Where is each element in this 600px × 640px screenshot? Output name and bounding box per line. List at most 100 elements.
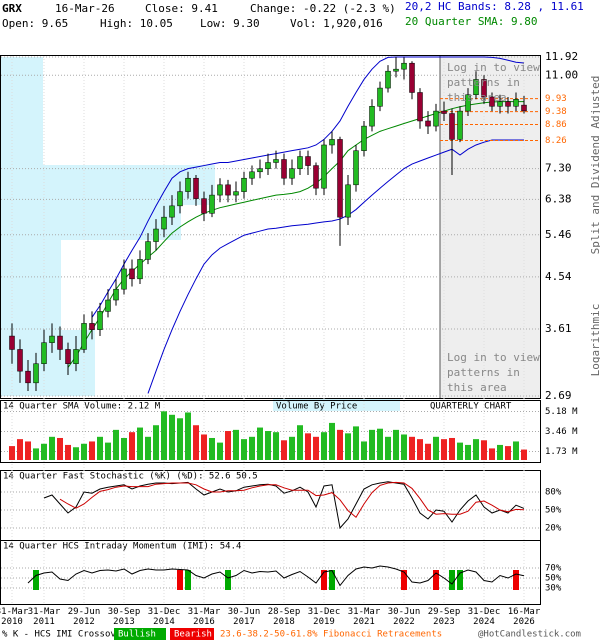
legend-label: Bearish xyxy=(174,630,212,640)
candle-body xyxy=(353,150,359,186)
candle-body xyxy=(89,323,95,330)
indicator-line xyxy=(27,565,525,587)
volume-bar xyxy=(345,433,351,460)
indicator-line xyxy=(43,481,525,530)
volume-bar xyxy=(265,431,271,460)
volume-bar xyxy=(33,448,39,460)
candle-body xyxy=(281,159,287,179)
candle-body xyxy=(81,323,87,350)
crossover-signal xyxy=(33,570,39,590)
footer-text: 23.6-38.2-50-61.8% Fibonacci Retracement… xyxy=(220,630,442,640)
footer-text: @HotCandlestick.com xyxy=(478,630,581,640)
volume-bar xyxy=(505,446,511,460)
candle-body xyxy=(345,184,351,218)
volume-bar xyxy=(409,436,415,460)
panel-title: 14 Quarter Fast Stochastic (%K) (%D): 52… xyxy=(3,472,258,482)
volume-bar xyxy=(401,434,407,460)
volume-bar xyxy=(321,432,327,460)
candle-body xyxy=(145,241,151,260)
legend-swatch xyxy=(170,628,214,640)
volume-bar xyxy=(425,443,431,460)
candle-body xyxy=(193,177,199,199)
candle-body xyxy=(361,125,367,151)
candle-body xyxy=(25,370,31,384)
volume-bar xyxy=(281,440,287,460)
volume-bar xyxy=(65,444,71,460)
volume-bar xyxy=(337,429,343,460)
candle-body xyxy=(441,110,447,114)
y-tick-label: 7.30 xyxy=(545,162,572,175)
candle-body xyxy=(521,104,527,112)
candle-body xyxy=(465,94,471,112)
volume-bar xyxy=(393,429,399,460)
crossover-signal xyxy=(225,570,231,590)
candle-body xyxy=(297,156,303,169)
y-tick-label: 4.54 xyxy=(545,270,572,283)
y-tick-label: 11.92 xyxy=(545,50,578,63)
candle-body xyxy=(513,99,519,107)
crossover-signal xyxy=(177,570,183,590)
candle-body xyxy=(369,106,375,127)
candle-body xyxy=(49,335,55,343)
candle-body xyxy=(113,288,119,301)
pattern-area xyxy=(440,56,540,398)
candle-body xyxy=(65,349,71,364)
y-tick-label: 80% xyxy=(545,488,562,498)
x-tick-label: 30-Jun 2022 xyxy=(387,607,421,627)
y-tick-label: 50% xyxy=(545,574,562,584)
candle-body xyxy=(105,299,111,312)
volume-bar xyxy=(233,429,239,460)
sma-label: 20 Quarter SMA: 9.80 xyxy=(405,15,537,28)
candle-body xyxy=(169,205,175,218)
volume-bar xyxy=(201,434,207,460)
candle-body xyxy=(129,268,135,280)
y-tick-label: 3.46 M xyxy=(545,427,578,437)
y-tick-label: 20% xyxy=(545,524,562,534)
candle-body xyxy=(41,342,47,364)
candle-body xyxy=(393,68,399,72)
x-tick-label: 31-Dec 2019 xyxy=(307,607,341,627)
crossover-signal xyxy=(433,570,439,590)
y-tick-label: 50% xyxy=(545,506,562,516)
upper-band xyxy=(91,56,525,318)
candle-body xyxy=(417,92,423,122)
side-label: Split and Dividend Adjusted xyxy=(589,76,600,255)
x-tick-label: 30-Jun 2017 xyxy=(227,607,261,627)
volume-bar xyxy=(113,429,119,460)
volume-bar xyxy=(137,427,143,460)
volume-bar xyxy=(25,441,31,460)
volume-bar xyxy=(209,437,215,460)
volume-bar xyxy=(241,439,247,460)
candle-body xyxy=(137,259,143,280)
volume-bar xyxy=(449,437,455,460)
y-tick-label: 3.61 xyxy=(545,322,572,335)
volume-bar xyxy=(369,429,375,460)
candle-body xyxy=(257,168,263,173)
candle-body xyxy=(217,184,223,196)
volume-bar xyxy=(97,436,103,460)
footer-text: % K - HCS IMI Crossover, xyxy=(2,630,132,640)
volume-bar xyxy=(377,428,383,460)
x-tick-label: 16-Mar 2026 xyxy=(507,607,541,627)
candle-body xyxy=(425,120,431,127)
volume-bar xyxy=(441,439,447,460)
volume-bar xyxy=(361,441,367,460)
volume-bar xyxy=(49,436,55,460)
volume-bar xyxy=(9,446,15,460)
candle-body xyxy=(153,228,159,242)
legend-label: Bullish xyxy=(118,630,156,640)
y-tick-label: 11.00 xyxy=(545,68,578,81)
candle-body xyxy=(265,162,271,169)
candle-body xyxy=(73,349,79,364)
change: Change: -0.22 (-2.3 %) xyxy=(250,2,396,15)
y-tick-label: 70% xyxy=(545,564,562,574)
y-tick-label: 6.38 xyxy=(545,192,572,205)
candle-body xyxy=(33,363,39,384)
candle-body xyxy=(401,62,407,70)
candle-body xyxy=(489,96,495,107)
volume-bar xyxy=(473,439,479,460)
volume-bar xyxy=(465,444,471,460)
volume-bar xyxy=(257,427,263,460)
high: High: 10.05 xyxy=(100,17,173,30)
x-tick-label: 31-Mar 2016 xyxy=(187,607,221,627)
